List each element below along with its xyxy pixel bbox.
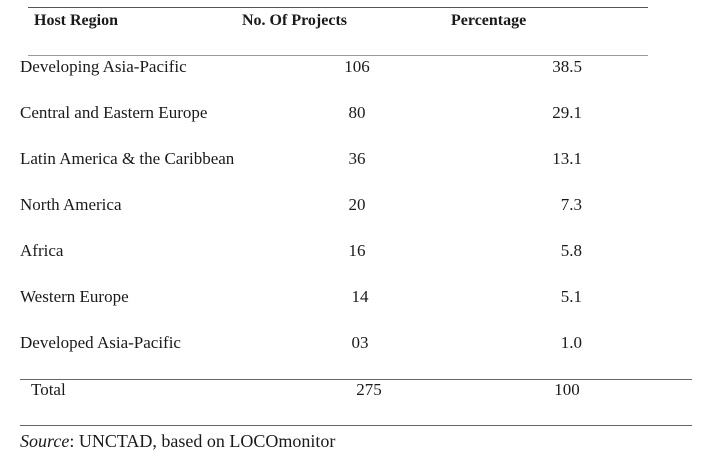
row-projects: 80 <box>348 103 366 122</box>
row-percentage: 1.0 <box>560 333 582 352</box>
source-text: : UNCTAD, based on LOCOmonitor <box>69 431 336 451</box>
row-projects: 16 <box>348 241 366 260</box>
row-percentage: 29.1 <box>552 103 582 122</box>
header-host-region: Host Region <box>34 12 118 29</box>
row-projects: 20 <box>348 195 366 214</box>
table-header-rule <box>28 55 648 56</box>
row-percentage: 7.3 <box>560 195 582 214</box>
row-projects: 106 <box>344 57 370 76</box>
row-projects: 14 <box>351 287 369 306</box>
row-projects: 03 <box>351 333 369 352</box>
total-label: Total <box>31 380 66 399</box>
row-region: North America <box>20 195 122 214</box>
row-percentage: 5.8 <box>560 241 582 260</box>
row-region: Africa <box>20 241 64 260</box>
table-total-rule <box>20 379 692 380</box>
source-label: Source <box>20 431 70 451</box>
row-percentage: 38.5 <box>552 57 582 76</box>
row-region: Developing Asia-Pacific <box>20 57 187 76</box>
total-projects: 275 <box>356 380 382 399</box>
source-note: Source: UNCTAD, based on LOCOmonitor <box>20 430 335 452</box>
row-region: Developed Asia-Pacific <box>20 333 181 352</box>
header-percentage: Percentage <box>451 12 527 29</box>
row-percentage: 13.1 <box>552 149 582 168</box>
table-bottom-rule <box>20 425 692 426</box>
total-percentage: 100 <box>554 380 580 399</box>
row-region: Latin America & the Caribbean <box>20 149 235 168</box>
table-top-rule <box>28 7 648 8</box>
header-no-of-projects: No. Of Projects <box>242 12 347 29</box>
row-region: Central and Eastern Europe <box>20 103 208 122</box>
row-projects: 36 <box>348 149 366 168</box>
row-region: Western Europe <box>20 287 129 306</box>
row-percentage: 5.1 <box>560 287 582 306</box>
